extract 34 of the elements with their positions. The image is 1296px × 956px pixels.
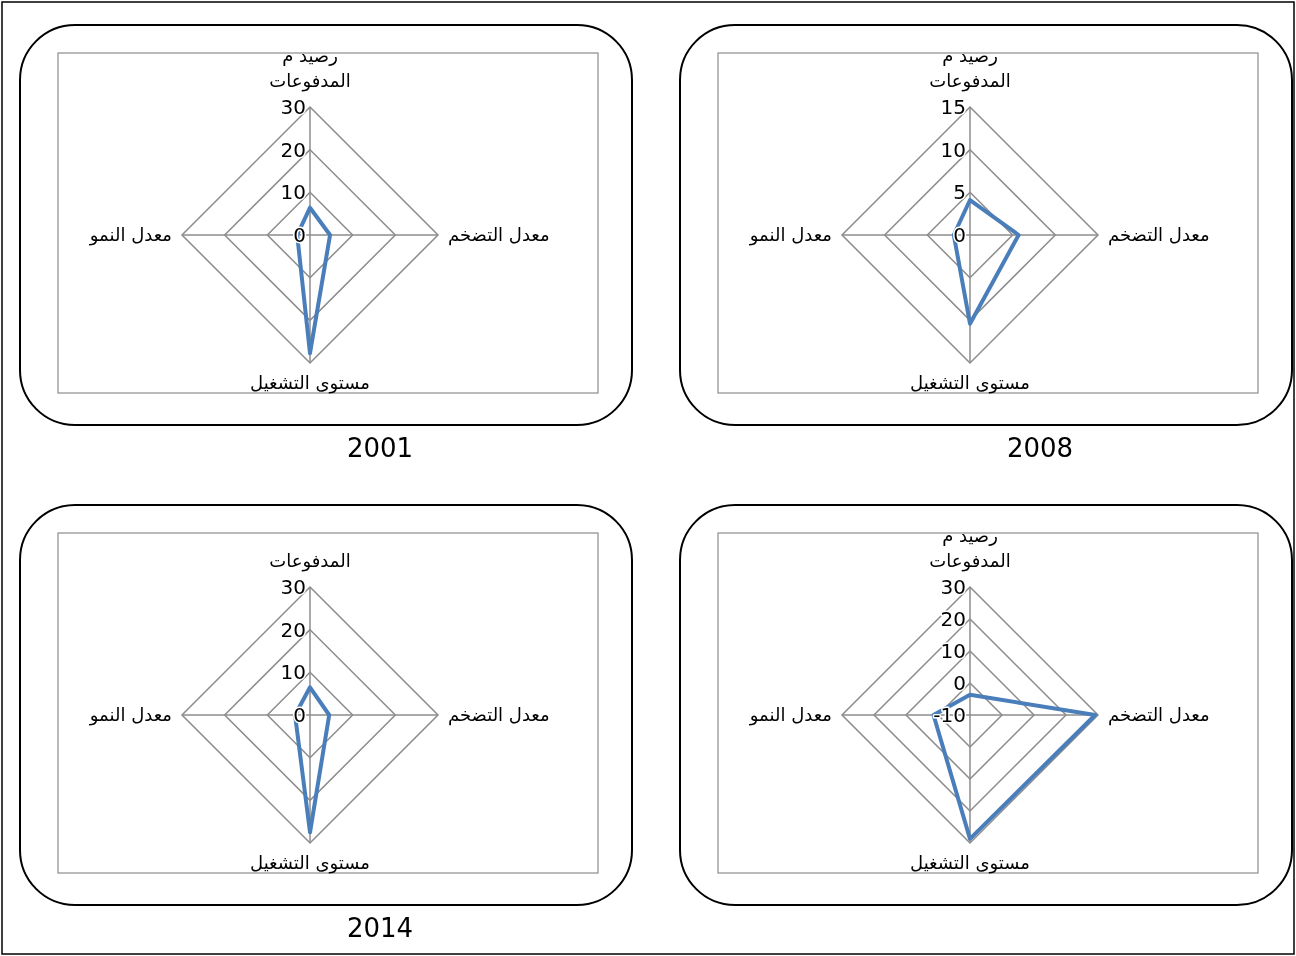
spoke-label: معدل التضخم [1108, 704, 1210, 727]
spoke-label: معدل التضخم [448, 704, 550, 727]
spoke-label: مستوى التشغيل [250, 372, 370, 395]
text: 2008 [1006, 433, 1074, 463]
spoke-label: معدل التضخم [448, 224, 550, 247]
spoke-label: رصيد م المدفوعات [929, 525, 1011, 572]
spoke-label: معدل النمو [748, 224, 832, 247]
text: 2001 [346, 433, 414, 463]
spoke-label: مستوى التشغيل [910, 852, 1030, 875]
y-tick-label: 10 [280, 180, 306, 205]
spoke-label: معدل النمو [748, 704, 832, 727]
y-tick-label: 10 [280, 660, 306, 685]
y-tick-label: 0 [293, 703, 306, 727]
spoke-label: مستوى التشغيل [250, 852, 370, 875]
y-tick-label: 10 [940, 137, 966, 162]
y-tick-label: 30 [280, 575, 306, 599]
y-tick-label: 15 [940, 95, 966, 119]
y-tick-label: 20 [940, 607, 966, 631]
spoke-label: المدفوعات [269, 549, 351, 572]
text: 2014 [346, 913, 414, 943]
spoke-label: معدل النمو [88, 224, 172, 247]
y-tick-label: 5 [953, 180, 966, 205]
spoke-label: رصيد م المدفوعات [269, 45, 351, 92]
spoke-label: معدل التضخم [1108, 224, 1210, 247]
y-tick-label: 10 [940, 639, 966, 663]
spoke-label: معدل النمو [88, 704, 172, 727]
y-tick-label: 0 [293, 223, 306, 247]
y-tick-label: 20 [280, 137, 306, 162]
spoke-label: مستوى التشغيل [910, 372, 1030, 395]
y-tick-label: 30 [280, 95, 306, 119]
y-tick-label: 0 [953, 671, 966, 695]
spoke-label: رصيد م المدفوعات [929, 45, 1011, 92]
y-tick-label: 20 [280, 617, 306, 642]
y-tick-label: 30 [940, 575, 966, 599]
